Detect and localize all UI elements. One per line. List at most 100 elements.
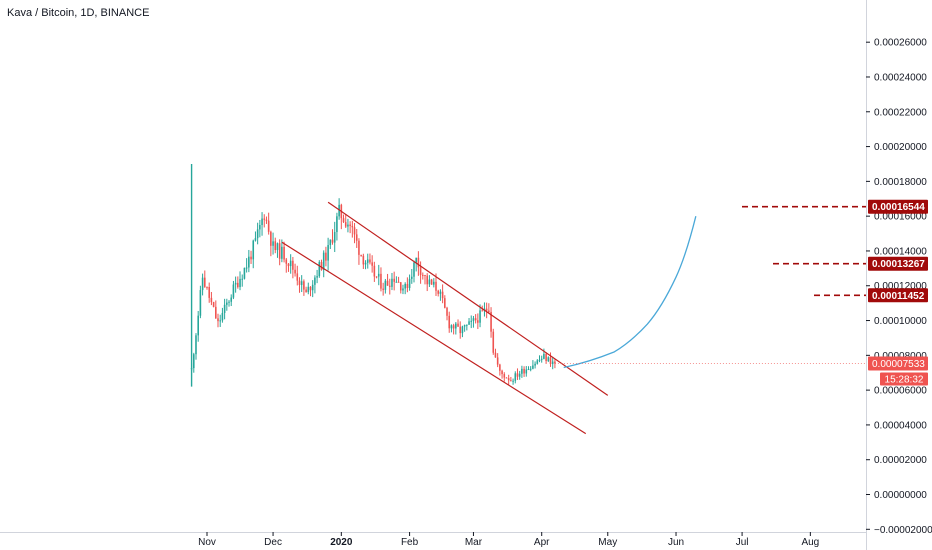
candle-body	[545, 353, 547, 361]
candle-body	[325, 252, 327, 261]
candle-body	[419, 267, 422, 275]
candle-body	[206, 286, 208, 288]
candle-body	[492, 331, 495, 353]
candle-body	[421, 274, 424, 276]
candle-body	[351, 225, 354, 228]
candle-body	[298, 280, 301, 285]
candle-body	[267, 220, 270, 232]
candle-body	[410, 276, 413, 279]
time-axis[interactable]: Nov Dec 2020 Feb Mar Apr May Jun Jul Aug	[198, 532, 819, 548]
price-tick-label: 0.00018000	[874, 177, 927, 188]
price-tick-label: 0.00012000	[874, 281, 927, 292]
candle-body	[496, 357, 499, 365]
candle-body	[303, 281, 305, 290]
countdown-badge	[880, 372, 928, 386]
time-tick-label: Aug	[801, 537, 819, 548]
candle-body	[252, 240, 255, 260]
candle-body	[217, 318, 219, 322]
candle-body	[274, 241, 277, 251]
candle-body	[470, 320, 473, 322]
candle-body	[527, 369, 530, 371]
candle-body	[474, 318, 477, 321]
candle-body	[538, 359, 541, 361]
candle-body	[468, 321, 470, 325]
projection-curve[interactable]	[563, 216, 697, 369]
candle-body	[329, 239, 332, 246]
candle-body	[549, 357, 552, 364]
candle-body	[532, 365, 534, 369]
price-tick-label: 0.00026000	[874, 38, 927, 49]
candle-body	[195, 335, 197, 355]
price-tick-label: 0.00022000	[874, 107, 927, 118]
price-tick-label: 0.00016000	[874, 212, 927, 223]
candle-body	[488, 310, 490, 312]
candle-body	[399, 282, 402, 291]
target-level-badge	[868, 199, 928, 214]
target-level-badge	[868, 256, 928, 271]
candle-body	[250, 256, 252, 260]
candle-body	[360, 254, 362, 256]
candle-body	[199, 290, 202, 316]
candle-body	[428, 279, 431, 285]
candle-body	[316, 276, 318, 278]
candle-body	[327, 245, 329, 261]
target-level-label: 0.00011452	[872, 291, 925, 302]
candle-body	[540, 358, 543, 360]
candle-body	[226, 302, 228, 305]
candle-body	[391, 278, 393, 287]
time-tick-label: Nov	[198, 537, 216, 548]
candle-body	[494, 352, 497, 358]
candle-body	[415, 257, 417, 263]
candle-body	[523, 368, 525, 374]
time-tick-label: May	[598, 537, 617, 548]
candle-body	[452, 325, 455, 329]
candle-body	[472, 318, 475, 321]
target-level-label: 0.00016544	[872, 202, 925, 213]
candle-body	[439, 291, 442, 294]
candle-body	[433, 281, 435, 285]
candle-body	[518, 373, 521, 377]
candle-body	[333, 232, 336, 243]
candle-body	[455, 323, 457, 329]
candle-body	[430, 279, 433, 285]
candle-body	[254, 238, 257, 241]
candle-body	[349, 224, 351, 226]
channel-line[interactable]	[281, 241, 587, 435]
candle-body	[305, 289, 307, 293]
candle-body	[248, 256, 250, 268]
candle-body	[232, 284, 235, 298]
candle-body	[485, 308, 488, 311]
candle-body	[336, 216, 338, 233]
candle-body	[406, 283, 409, 289]
price-tick-label: 0.00024000	[874, 72, 927, 83]
candle-body	[543, 353, 545, 359]
candle-body	[358, 240, 360, 255]
candle-body	[373, 265, 376, 277]
last-price-badge	[868, 356, 928, 371]
candle-body	[241, 278, 244, 280]
candle-body	[347, 224, 349, 227]
candle-body	[344, 222, 347, 227]
candle-body	[417, 257, 420, 268]
candle-body	[402, 288, 404, 291]
candle-body	[501, 370, 503, 375]
candle-body	[426, 275, 428, 285]
candle-body	[219, 320, 222, 322]
candle-body	[424, 274, 426, 276]
price-tick-label: 0.00004000	[874, 420, 927, 431]
candle-body	[507, 378, 510, 381]
time-tick-label: Apr	[534, 537, 550, 548]
candle-body	[369, 259, 371, 263]
candle-body	[364, 262, 367, 265]
drawings-group	[281, 201, 866, 435]
candle-body	[228, 301, 230, 303]
candle-body	[534, 363, 536, 366]
price-tick-label: 0.00002000	[874, 455, 927, 466]
candle-body	[408, 278, 411, 289]
price-axis[interactable]: 0.00026000 0.00024000 0.00022000 0.00020000…	[866, 38, 932, 536]
candle-body	[446, 307, 448, 316]
candle-body	[479, 310, 481, 323]
candle-body	[512, 380, 514, 382]
candle-body	[437, 290, 440, 294]
